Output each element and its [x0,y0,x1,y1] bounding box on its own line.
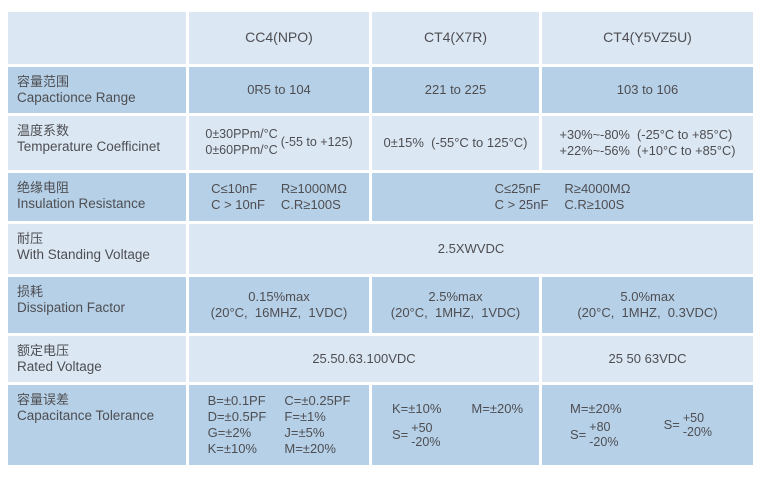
tolerance-item-g: G=±2% [207,425,252,440]
rated-voltage-label-en: Rated Voltage [17,359,102,375]
tolerance-item-k: K=±10% [207,441,257,457]
y5v-tolerance-s1: S= +80 -20% [570,420,618,449]
y5v-s1-top: +80 [589,420,611,435]
y5v-tolerance-s2: S= +50 -20% [664,411,712,440]
cc4-insulation-c1: C≤10nF [211,180,258,196]
capacitance-tolerance-y5v-value: M=±20% S= +80 -20% S= +50 -20% [542,385,753,465]
cc4-insulation-c2: C > 10nF [211,197,265,212]
capacitance-range-label-en: Capactionce Range [17,90,136,106]
tolerance-item-d: D=±0.5PF [207,408,267,424]
row-label-withstanding-voltage: 耐压 With Standing Voltage [8,224,186,274]
dissipation-factor-label-zh: 损耗 [17,284,44,299]
y5v-s2-top: +50 [682,410,705,425]
capacitance-tolerance-cc4-value: B=±0.1PF C=±0.25PF D=±0.5PF F=±1% G=±2% … [189,385,369,465]
temperature-coefficient-x7r-value: 0±15% (-55°C to 125°C) [372,116,539,170]
rated-voltage-y5v-value: 25 50 63VDC [542,336,753,382]
cc4-ppm-line-1: 0±30PPm/°C [205,127,278,142]
y5v-dissipation-max: 5.0%max [620,288,675,304]
row-label-capacitance-range: 容量范围 Capactionce Range [8,67,186,113]
cc4-insulation-r1: R≥1000MΩ [280,180,347,196]
row-label-rated-voltage: 额定电压 Rated Voltage [8,336,186,382]
dissipation-factor-label-en: Dissipation Factor [17,300,126,316]
tolerance-item-j: J=±5% [284,425,325,440]
y5v-temp-line-2: +22%~-56% (+10°C to +85°C) [559,143,736,158]
y5v-s1-bottom: -20% [589,434,619,449]
dissipation-factor-y5v-value: 5.0%max (20°C, 1MHZ, 0.3VDC) [542,277,753,333]
row-label-temperature-coefficient: 温度系数 Temperature Coefficinet [8,116,186,170]
capacitance-tolerance-label-en: Capacitance Tolerance [17,408,155,424]
tolerance-item-b: B=±0.1PF [207,392,266,408]
temperature-coefficient-y5v-value: +30%~-80% (-25°C to +85°C) +22%~-56% (+1… [542,116,753,170]
cc4-insulation-r2: C.R≥100S [280,197,341,212]
withstanding-voltage-label-en: With Standing Voltage [17,247,150,263]
header-cell-blank [8,12,186,64]
insulation-resistance-x7r-y5v-value: C≤25nF R≥4000MΩ C > 25nF C.R≥100S [372,173,753,221]
x7r-tolerance-s: S= +50 -20% [392,421,440,450]
tolerance-item-c: C=±0.25PF [284,392,351,408]
x7r-tolerance-k: K=±10% [392,400,442,416]
y5v-tolerance-m: M=±20% [570,401,622,416]
row-label-dissipation-factor: 损耗 Dissipation Factor [8,277,186,333]
withstanding-voltage-label-zh: 耐压 [17,231,44,246]
y5v-temp-line-1: +30%~-80% (-25°C to +85°C) [559,127,733,143]
x7r-dissipation-max: 2.5%max [428,288,483,304]
y5v-dissipation-conditions: (20°C, 1MHZ, 0.3VDC) [577,305,718,320]
temperature-coefficient-label-en: Temperature Coefficinet [17,139,161,155]
cc4-temp-range: (-55 to +125) [280,135,353,150]
temperature-coefficient-label-zh: 温度系数 [17,123,70,138]
tolerance-item-m: M=±20% [284,441,336,457]
capacitance-range-cc4-value: 0R5 to 104 [189,67,369,113]
rated-voltage-label-zh: 额定电压 [17,343,70,358]
withstanding-voltage-value: 2.5XWVDC [189,224,753,274]
column-header-cc4npo: CC4(NPO) [189,12,369,64]
y5v-s1-prefix: S= [570,426,587,442]
merged-insulation-c1: C≤25nF [494,180,541,196]
column-header-ct4x7r: CT4(X7R) [372,12,539,64]
tolerance-item-f: F=±1% [284,408,326,424]
merged-insulation-r1: R≥4000MΩ [564,180,631,196]
x7r-dissipation-conditions: (20°C, 1MHZ, 1VDC) [390,305,521,320]
capacitance-range-x7r-value: 221 to 225 [372,67,539,113]
y5v-s2-bottom: -20% [682,425,713,439]
cc4-dissipation-conditions: (20°C, 16MHZ, 1VDC) [210,305,348,320]
capacitance-range-label-zh: 容量范围 [17,74,70,89]
cc4-dissipation-max: 0.15%max [248,288,310,304]
capacitance-tolerance-label-zh: 容量误差 [17,392,70,407]
rated-voltage-cc4-x7r-value: 25.50.63.100VDC [189,336,539,382]
merged-insulation-c2: C > 25nF [494,197,549,212]
temperature-coefficient-cc4-value: 0±30PPm/°C 0±60PPm/°C (-55 to +125) [189,116,369,170]
column-header-ct4y5vz5u: CT4(Y5VZ5U) [542,12,753,64]
x7r-s-top: +50 [411,420,433,435]
cc4-ppm-line-2: 0±60PPm/°C [205,143,278,157]
row-label-capacitance-tolerance: 容量误差 Capacitance Tolerance [8,385,186,465]
capacitance-tolerance-x7r-value: K=±10% M=±20% S= +50 -20% [372,385,539,465]
y5v-s2-prefix: S= [663,416,680,432]
insulation-resistance-label-en: Insulation Resistance [17,196,146,212]
x7r-s-bottom: -20% [411,435,441,450]
insulation-resistance-cc4-value: C≤10nF R≥1000MΩ C > 10nF C.R≥100S [189,173,369,221]
dissipation-factor-x7r-value: 2.5%max (20°C, 1MHZ, 1VDC) [372,277,539,333]
capacitance-range-y5v-value: 103 to 106 [542,67,753,113]
x7r-s-prefix: S= [392,427,409,442]
merged-insulation-r2: C.R≥100S [564,197,625,212]
capacitor-spec-table: CC4(NPO) CT4(X7R) CT4(Y5VZ5U) 容量范围 Capac… [8,12,753,465]
x7r-tolerance-m: M=±20% [471,400,523,416]
row-label-insulation-resistance: 绝缘电阻 Insulation Resistance [8,173,186,221]
insulation-resistance-label-zh: 绝缘电阻 [17,180,70,195]
dissipation-factor-cc4-value: 0.15%max (20°C, 16MHZ, 1VDC) [189,277,369,333]
